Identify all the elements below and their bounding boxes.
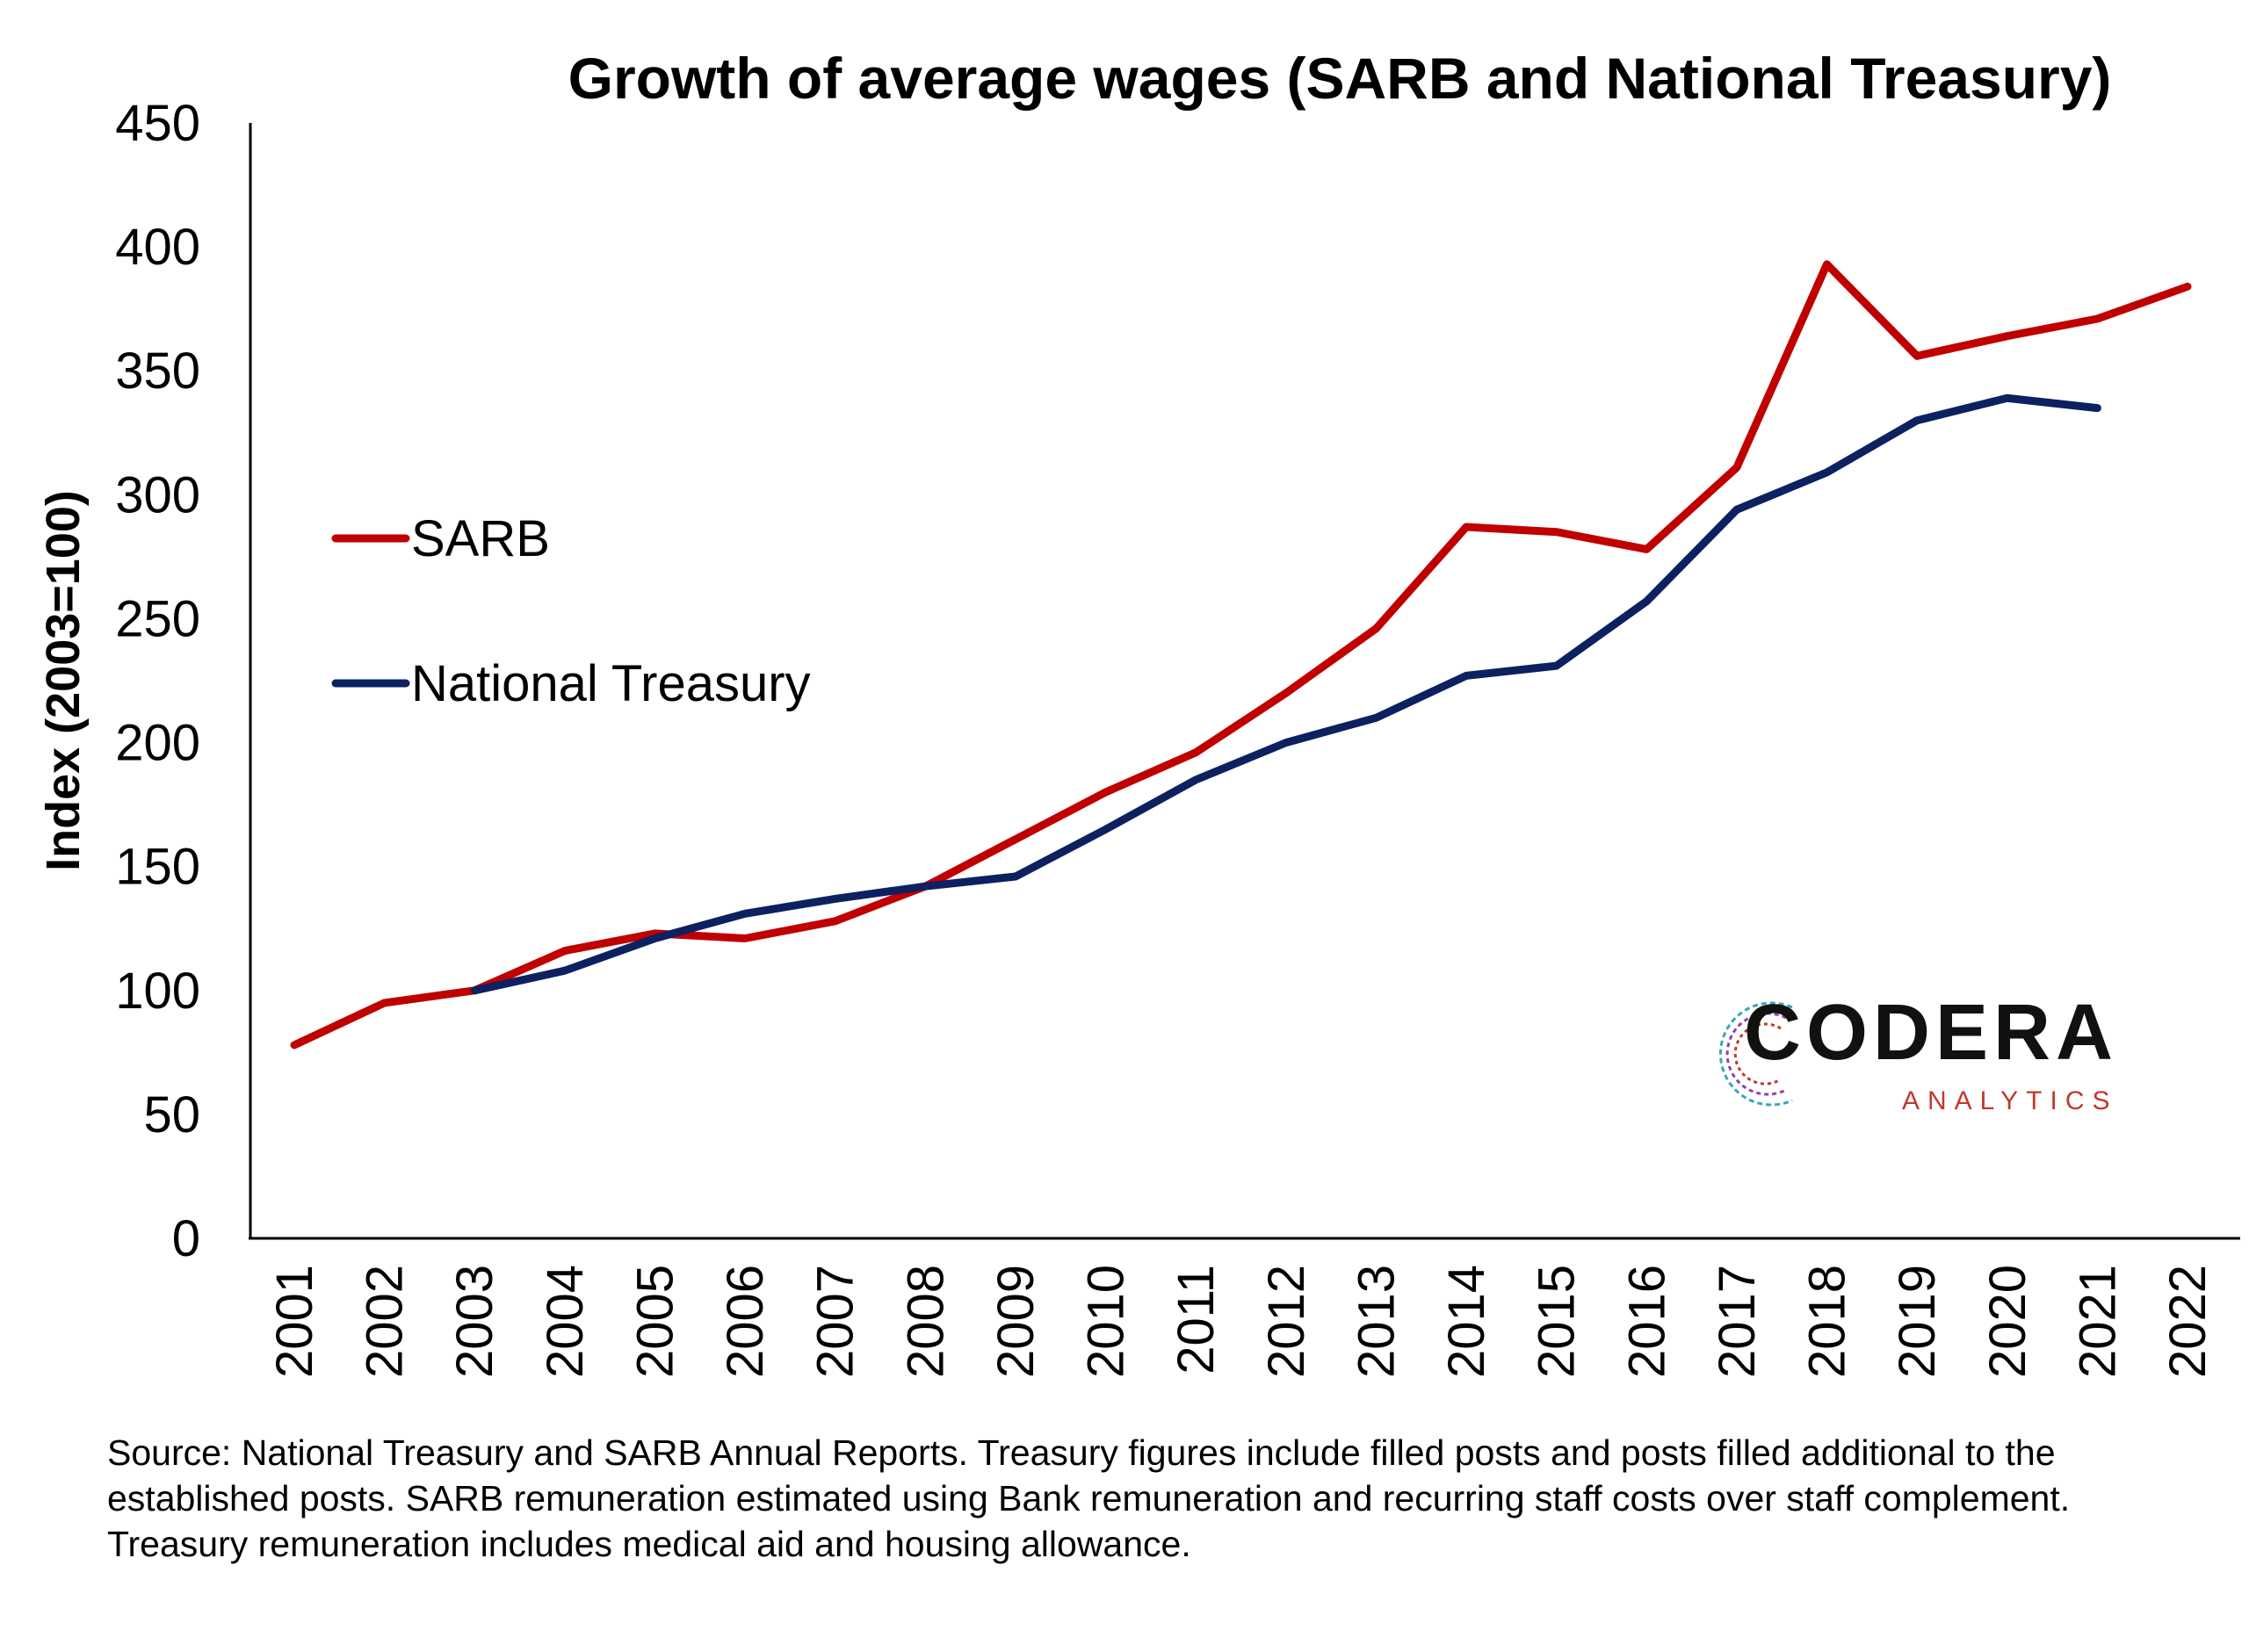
legend-label-national-treasury: National Treasury (411, 655, 811, 712)
logo-wordmark: CODERA (1744, 989, 2119, 1077)
y-tick-label: 0 (172, 1210, 200, 1267)
y-tick-label: 250 (115, 590, 200, 647)
x-tick-label: 2002 (357, 1265, 414, 1378)
x-tick-label: 2006 (717, 1265, 774, 1378)
x-tick-label: 2008 (897, 1265, 954, 1378)
y-tick-label: 350 (115, 343, 200, 400)
x-tick-label: 2009 (987, 1265, 1045, 1378)
y-tick-label: 300 (115, 466, 200, 523)
x-tick-label: 2012 (1258, 1265, 1315, 1378)
x-tick-label: 2001 (266, 1265, 323, 1378)
x-tick-label: 2014 (1438, 1265, 1495, 1378)
x-tick-label: 2005 (626, 1265, 683, 1378)
x-tick-label: 2019 (1889, 1265, 1946, 1378)
source-note: Source: National Treasury and SARB Annua… (107, 1432, 2071, 1564)
x-tick-label: 2004 (537, 1265, 594, 1378)
codera-logo: CODERA ANALYTICS (1709, 988, 2130, 1129)
x-tick-label: 2003 (446, 1265, 503, 1378)
x-tick-label: 2016 (1618, 1265, 1675, 1378)
x-tick-label: 2020 (1979, 1265, 2036, 1378)
chart-title: Growth of average wages (SARB and Nation… (568, 46, 2112, 111)
x-tick-label: 2007 (807, 1265, 864, 1378)
x-tick-label: 2011 (1168, 1265, 1225, 1374)
x-tick-label: 2013 (1348, 1265, 1405, 1378)
y-tick-label: 100 (115, 963, 200, 1020)
y-tick-label: 450 (115, 95, 200, 152)
y-tick-label: 400 (115, 219, 200, 276)
x-tick-label: 2017 (1709, 1265, 1766, 1378)
legend-label-sarb: SARB (411, 510, 550, 567)
x-tick-label: 2015 (1529, 1265, 1586, 1378)
y-tick-label: 50 (143, 1086, 200, 1143)
legend: SARB National Treasury (331, 510, 811, 712)
y-ticks: 0 50 100 150 200 250 300 350 400 450 (115, 95, 200, 1267)
x-tick-label: 2022 (2159, 1265, 2216, 1378)
codera-logo-icon (1719, 1001, 1793, 1107)
x-tick-label: 2010 (1078, 1265, 1135, 1378)
x-ticks: 2001 2002 2003 2004 2005 2006 2007 2008 2009 2010… (266, 1265, 2216, 1378)
y-tick-label: 150 (115, 839, 200, 896)
x-tick-label: 2018 (1799, 1265, 1856, 1378)
series-line-sarb (290, 260, 2192, 1050)
logo-tagline: ANALYTICS (1902, 1086, 2118, 1115)
series-group (290, 260, 2192, 1050)
y-tick-label: 200 (115, 715, 200, 772)
x-tick-label: 2021 (2069, 1265, 2126, 1378)
y-axis-label: Index (2003=100) (37, 490, 90, 871)
